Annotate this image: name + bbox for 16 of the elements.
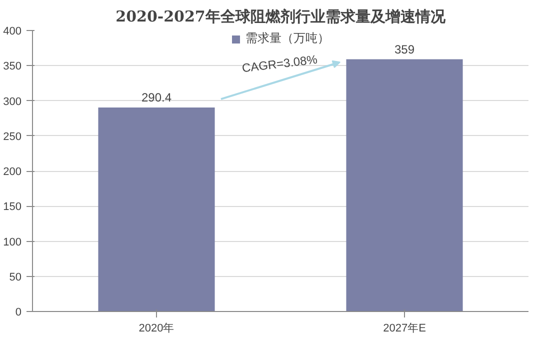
y-tick-label: 50	[9, 271, 22, 284]
y-tick-label: 100	[3, 236, 22, 248]
y-tick-label: 200	[3, 166, 22, 178]
y-tick-label: 400	[3, 26, 22, 38]
y-tick-label: 0	[15, 306, 22, 318]
data-label: 290.4	[141, 90, 172, 104]
x-tick-label: 2020年	[138, 322, 174, 334]
x-tick-label: 2027年E	[383, 322, 426, 334]
annotation: CAGR=3.08%	[241, 52, 318, 76]
y-tick-label: 300	[3, 96, 22, 108]
chart-title: 2020-2027年全球阻燃剂行业需求量及增速情况	[116, 8, 446, 26]
legend-label: 需求量（万吨）	[246, 30, 330, 47]
y-tick-label: 350	[3, 60, 22, 73]
y-tick-label: 150	[3, 201, 22, 214]
data-label: 359	[394, 42, 415, 56]
y-tick-label: 250	[3, 130, 22, 143]
